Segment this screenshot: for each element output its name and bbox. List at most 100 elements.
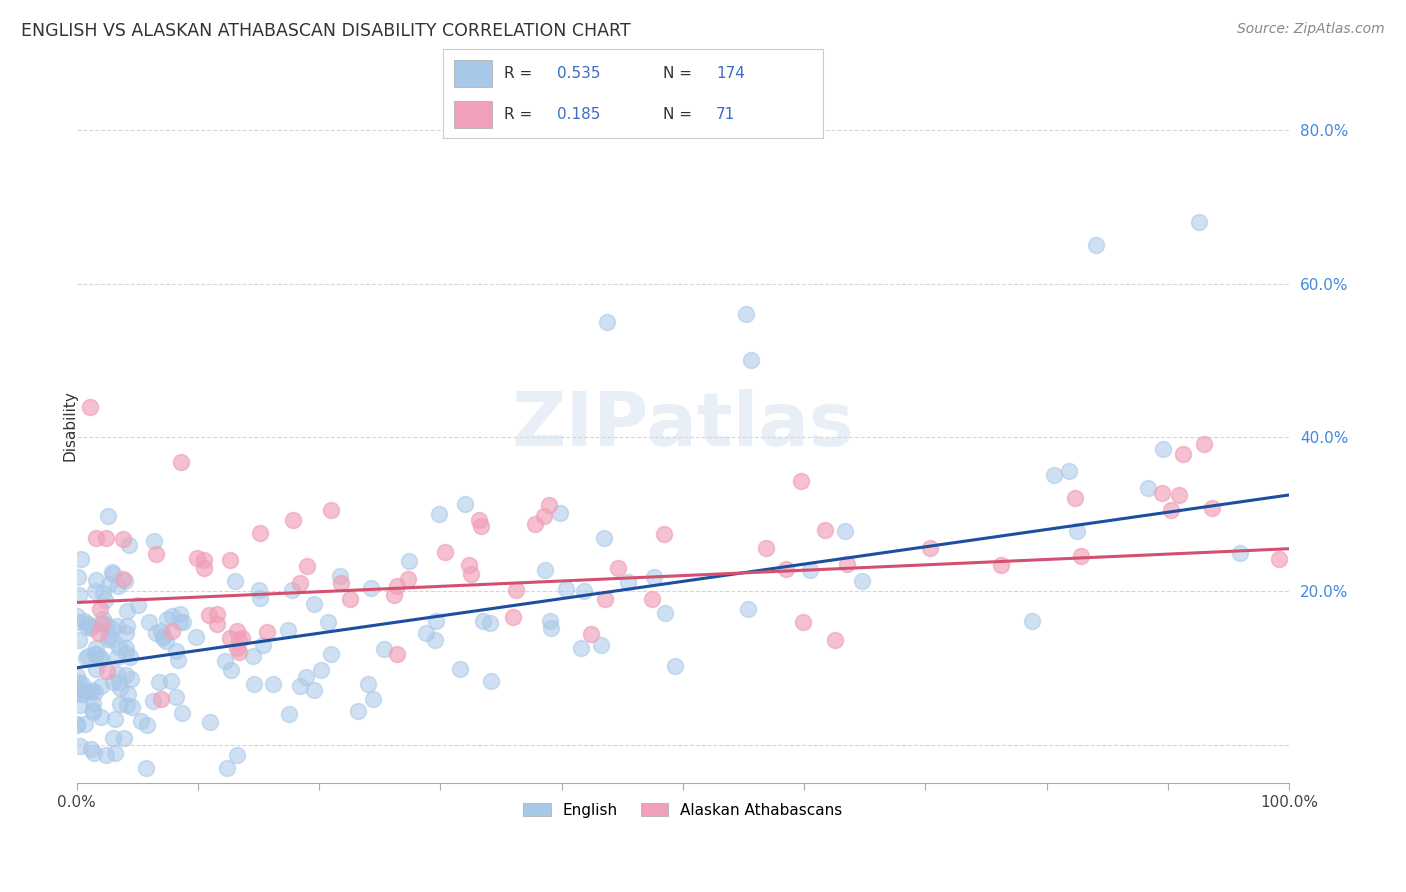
Point xyxy=(591,638,613,652)
Point xyxy=(281,513,304,527)
Point xyxy=(114,574,136,588)
Point xyxy=(165,690,187,704)
Point xyxy=(792,615,814,630)
Text: 0.185: 0.185 xyxy=(557,107,600,121)
Point xyxy=(117,688,139,702)
Point xyxy=(65,668,87,682)
Point xyxy=(90,651,112,665)
Point xyxy=(193,553,215,567)
Point xyxy=(579,627,602,641)
Point xyxy=(851,574,873,589)
Point xyxy=(247,583,270,598)
Point xyxy=(834,524,856,538)
Point xyxy=(837,557,859,571)
Point xyxy=(596,315,619,329)
Point xyxy=(309,664,332,678)
Point xyxy=(75,650,97,665)
Point xyxy=(104,712,127,726)
Point xyxy=(1152,442,1174,456)
Point xyxy=(112,731,135,746)
Point xyxy=(1066,524,1088,538)
Point xyxy=(101,675,124,690)
Point xyxy=(80,619,103,633)
Point xyxy=(304,598,326,612)
Point xyxy=(382,588,405,602)
Point xyxy=(1168,488,1191,502)
Point xyxy=(172,706,194,720)
Point xyxy=(533,508,555,523)
Point xyxy=(82,696,104,710)
Point xyxy=(72,687,94,701)
Point xyxy=(425,614,447,628)
Point xyxy=(824,632,846,647)
Point xyxy=(90,616,112,631)
Point xyxy=(170,455,193,469)
Text: R =: R = xyxy=(503,66,537,80)
Point xyxy=(1021,614,1043,628)
Point xyxy=(115,667,138,681)
Point xyxy=(67,675,90,690)
Point xyxy=(533,563,555,577)
Point xyxy=(84,662,107,676)
Point xyxy=(537,499,560,513)
Point xyxy=(73,716,96,731)
Point xyxy=(94,747,117,762)
Point xyxy=(479,673,502,688)
Point xyxy=(387,647,409,661)
Point xyxy=(84,584,107,599)
Point xyxy=(82,703,104,717)
Point xyxy=(112,572,135,586)
Point xyxy=(329,569,352,583)
Point xyxy=(101,566,124,581)
Point xyxy=(84,531,107,545)
Point xyxy=(142,693,165,707)
Point xyxy=(82,705,104,719)
Point xyxy=(242,648,264,663)
Point xyxy=(1064,491,1087,505)
Point xyxy=(66,608,89,623)
Point xyxy=(460,566,482,581)
Point xyxy=(288,679,311,693)
Point xyxy=(295,559,318,574)
Point xyxy=(316,615,339,630)
Point xyxy=(231,631,253,645)
Point xyxy=(219,552,242,566)
Point xyxy=(79,400,101,414)
Point xyxy=(127,598,149,612)
Point xyxy=(118,538,141,552)
Point xyxy=(304,682,326,697)
Point xyxy=(606,561,628,575)
Legend: English, Alaskan Athabascans: English, Alaskan Athabascans xyxy=(516,795,851,825)
Text: ENGLISH VS ALASKAN ATHABASCAN DISABILITY CORRELATION CHART: ENGLISH VS ALASKAN ATHABASCAN DISABILITY… xyxy=(21,22,631,40)
Point xyxy=(252,638,274,652)
Point xyxy=(97,509,120,524)
Point xyxy=(89,649,111,664)
Point xyxy=(97,629,120,643)
Point xyxy=(1268,552,1291,566)
Point xyxy=(249,591,271,605)
Point xyxy=(319,647,342,661)
Point xyxy=(84,641,107,656)
Point xyxy=(117,605,139,619)
Point xyxy=(75,683,97,698)
Point xyxy=(569,641,592,656)
Text: R =: R = xyxy=(503,107,537,121)
Point xyxy=(277,706,299,721)
Point xyxy=(214,654,236,668)
Point xyxy=(427,507,450,521)
Point xyxy=(94,592,117,607)
Point xyxy=(207,607,229,621)
Point xyxy=(165,644,187,658)
Point xyxy=(67,682,90,697)
Point xyxy=(574,583,596,598)
Point xyxy=(169,607,191,622)
Point xyxy=(66,717,89,731)
Text: ZIPatlas: ZIPatlas xyxy=(512,389,855,462)
Point xyxy=(114,646,136,660)
Point xyxy=(156,612,179,626)
Point xyxy=(97,632,120,646)
Point xyxy=(550,506,572,520)
Point xyxy=(479,615,502,630)
Point xyxy=(96,617,118,632)
Point xyxy=(385,578,408,592)
